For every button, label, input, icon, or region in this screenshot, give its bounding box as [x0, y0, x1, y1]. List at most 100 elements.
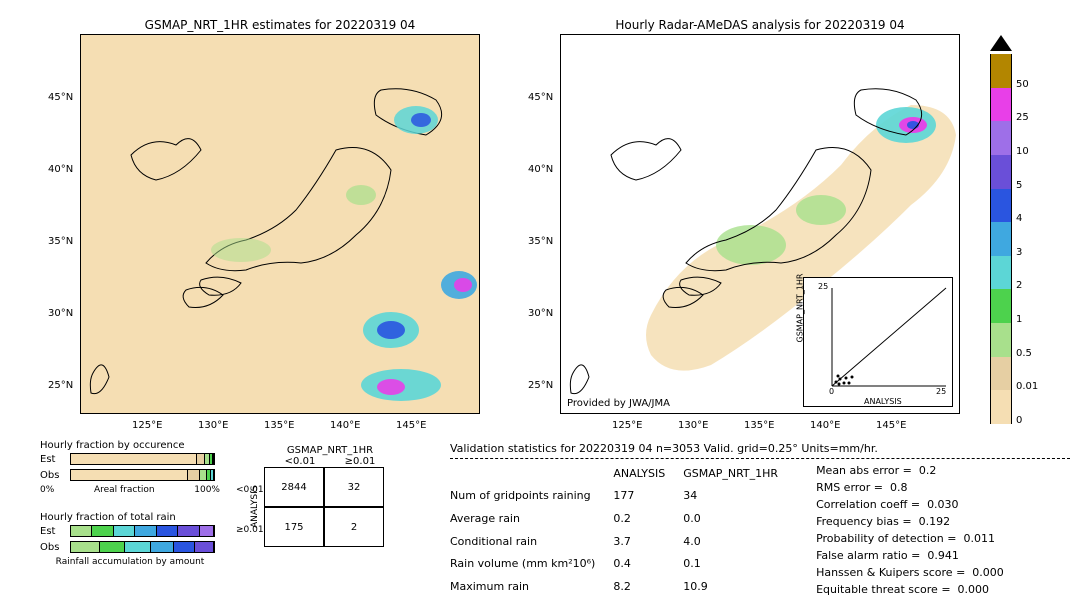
bar-row: Obs [40, 539, 220, 555]
stats-title: Validation statistics for 20220319 04 n=… [450, 442, 1070, 455]
bar-row: Est [40, 523, 220, 539]
metric-value: 0.941 [927, 549, 959, 562]
right-map-title: Hourly Radar-AMeDAS analysis for 2022031… [560, 18, 960, 32]
bar-segment [100, 542, 126, 552]
stats-divider [450, 458, 1070, 459]
left-xtick-4: 145°E [396, 420, 426, 431]
right-map-panel: Hourly Radar-AMeDAS analysis for 2022031… [560, 18, 960, 414]
bar-segment [151, 542, 174, 552]
metric-label: Correlation coeff = [816, 498, 920, 511]
cont-row0: <0.01 [236, 485, 264, 495]
left-ytick-1: 30°N [48, 308, 73, 319]
metric-row: Hanssen & Kuipers score = 0.000 [816, 564, 1004, 581]
colorbar-tick: 5 [1016, 180, 1022, 191]
colorbar-tick: 0.01 [1016, 381, 1038, 392]
metric-value: 0.8 [890, 481, 908, 494]
colorbar-tick: 0.5 [1016, 348, 1032, 359]
contingency-table: GSMAP_NRT_1HR <0.01 ≥0.01 ANALYSIS <0.01… [250, 445, 390, 547]
cont-col-1: ≥0.01 [330, 456, 390, 467]
colorbar-tick: 2 [1016, 280, 1022, 291]
colorbar-segment [990, 88, 1012, 122]
metric-value: 0.011 [963, 532, 995, 545]
bar-segment [200, 470, 207, 480]
colorbar-tick: 10 [1016, 146, 1029, 157]
bar-segment [71, 542, 100, 552]
stats-row-label: Conditional rain [450, 530, 613, 553]
bar-segment [200, 526, 214, 536]
scatter-plot [804, 278, 954, 408]
total-rain-footer: Rainfall accumulation by amount [40, 557, 220, 567]
right-ytick-2: 35°N [528, 236, 553, 247]
left-ytick-3: 40°N [48, 164, 73, 175]
colorbar-segment [990, 54, 1012, 88]
colorbar-segment [990, 390, 1012, 424]
stats-row: Conditional rain3.74.0 [450, 530, 796, 553]
bar-segment [157, 526, 178, 536]
colorbar-segment [990, 323, 1012, 357]
stats-row-label: Average rain [450, 507, 613, 530]
colorbar-segment [990, 357, 1012, 391]
stacked-bar [70, 469, 215, 481]
left-ytick-2: 35°N [48, 236, 73, 247]
stats-row-label: Rain volume (mm km²10⁶) [450, 553, 613, 576]
stats-row: Rain volume (mm km²10⁶)0.40.1 [450, 553, 796, 576]
stats-row-b: 34 [683, 485, 796, 508]
metric-label: Probability of detection = [816, 532, 956, 545]
right-ytick-1: 30°N [528, 308, 553, 319]
stats-row-label: Num of gridpoints raining [450, 485, 613, 508]
metric-value: 0.192 [919, 515, 951, 528]
scatter-ylabel: GSMAP_NRT_1HR [796, 274, 805, 343]
bar-segment [197, 454, 206, 464]
bar-segment [135, 526, 156, 536]
metric-label: False alarm ratio = [816, 549, 920, 562]
left-xtick-0: 125°E [132, 420, 162, 431]
metric-label: Mean abs error = [816, 464, 912, 477]
right-ytick-0: 25°N [528, 380, 553, 391]
colorbar-tick: 1 [1016, 314, 1022, 325]
metric-row: Frequency bias = 0.192 [816, 513, 1004, 530]
metric-label: Equitable threat score = [816, 583, 950, 596]
bar-segment [188, 470, 199, 480]
stats-row-a: 8.2 [613, 575, 683, 598]
right-xtick-4: 145°E [876, 420, 906, 431]
scatter-xtick-0: 0 [829, 387, 834, 396]
attribution-text: Provided by JWA/JMA [567, 398, 670, 409]
metric-row: False alarm ratio = 0.941 [816, 547, 1004, 564]
bar-segment [71, 470, 188, 480]
bar-segment [211, 470, 214, 480]
scatter-xtick-5: 25 [936, 387, 946, 396]
metric-label: Hanssen & Kuipers score = [816, 566, 965, 579]
cont-cell-00: 2844 [264, 467, 324, 507]
bar-segment [178, 526, 199, 536]
metric-row: Correlation coeff = 0.030 [816, 496, 1004, 513]
bar-segment [71, 454, 197, 464]
colorbar: 502510543210.50.010 [990, 35, 1012, 424]
coastline-left [81, 35, 480, 414]
stats-row-b: 0.1 [683, 553, 796, 576]
bar-row: Obs [40, 467, 220, 483]
stats-row-label: Maximum rain [450, 575, 613, 598]
colorbar-tick: 3 [1016, 247, 1022, 258]
metric-value: 0.030 [927, 498, 959, 511]
colorbar-segment [990, 256, 1012, 290]
stacked-bar [70, 453, 215, 465]
bar-segment [125, 542, 151, 552]
left-ytick-0: 25°N [48, 380, 73, 391]
cont-cell-10: 175 [264, 507, 324, 547]
colorbar-top-arrow [990, 35, 1012, 51]
cont-row1: ≥0.01 [236, 525, 264, 535]
right-xtick-2: 135°E [744, 420, 774, 431]
left-xtick-3: 140°E [330, 420, 360, 431]
right-xtick-0: 125°E [612, 420, 642, 431]
cont-row-header: ANALYSIS [250, 467, 264, 547]
total-rain-title: Hourly fraction of total rain [40, 512, 220, 523]
left-map-panel: GSMAP_NRT_1HR estimates for 20220319 04 [80, 18, 480, 414]
stacked-bar [70, 541, 215, 553]
stats-row: Average rain0.20.0 [450, 507, 796, 530]
metric-label: RMS error = [816, 481, 883, 494]
scatter-inset: GSMAP_NRT_1HR ANALYSIS 0 25 25 [803, 277, 953, 407]
colorbar-tick: 50 [1016, 79, 1029, 90]
scatter-ytick-5: 25 [818, 282, 828, 291]
stats-table: ANALYSIS GSMAP_NRT_1HR Num of gridpoints… [450, 462, 796, 598]
occurrence-title: Hourly fraction by occurence [40, 440, 220, 451]
